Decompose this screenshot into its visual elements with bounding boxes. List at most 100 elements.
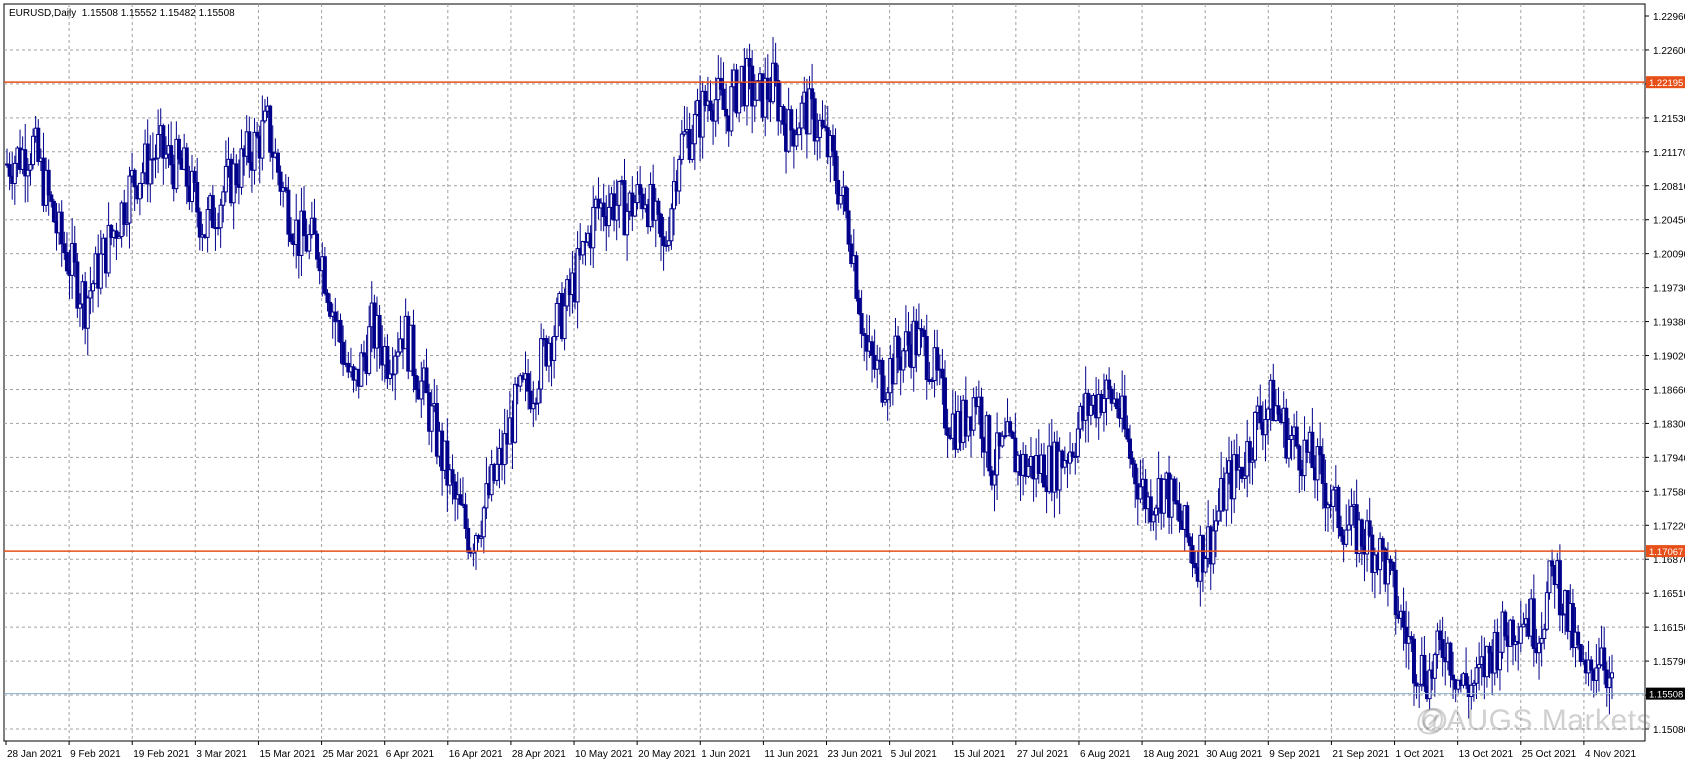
candle-body — [90, 283, 95, 292]
candle-body — [536, 388, 541, 404]
candle — [7, 152, 12, 191]
candle-body — [85, 297, 90, 329]
candle — [367, 305, 372, 376]
candle-body — [49, 194, 54, 202]
candle-body — [750, 65, 755, 107]
candle — [1570, 588, 1575, 658]
candle-body — [1550, 560, 1555, 567]
candle — [1469, 669, 1474, 710]
candle-body — [1253, 411, 1258, 461]
candle — [1451, 651, 1456, 700]
candle-body — [836, 179, 841, 205]
candle-body — [1133, 463, 1138, 485]
candle — [1010, 430, 1015, 440]
candle-body — [140, 172, 145, 184]
candle — [679, 119, 684, 165]
y-tick-label: 1.17580 — [1653, 487, 1685, 498]
candle-body — [221, 191, 226, 206]
candle — [539, 323, 544, 404]
candle — [1393, 549, 1398, 635]
candle — [484, 457, 489, 519]
candle — [713, 77, 718, 137]
candle-body — [1610, 672, 1614, 679]
candle — [195, 157, 200, 228]
y-tick-label: 1.17220 — [1653, 521, 1685, 532]
candle — [341, 325, 346, 377]
candle-body — [843, 186, 848, 212]
candle — [724, 83, 729, 135]
watermark-logo-icon — [1421, 707, 1447, 733]
candle — [995, 412, 1000, 501]
candle-body — [638, 184, 643, 195]
candle-body — [703, 90, 708, 106]
x-tick-label: 10 May 2021 — [575, 749, 633, 760]
candle — [1557, 544, 1562, 632]
candle — [1318, 422, 1323, 475]
candle-body — [690, 143, 695, 160]
candle-body — [1310, 431, 1315, 468]
candle — [1315, 438, 1320, 501]
candle — [1088, 394, 1093, 426]
candle — [463, 492, 468, 539]
candle-body — [765, 77, 770, 100]
sr-price-tag — [1646, 545, 1685, 558]
sr-price-label: 1.17067 — [1649, 547, 1683, 558]
candle — [1404, 601, 1409, 668]
candle-body — [1297, 445, 1302, 471]
candle — [971, 387, 976, 436]
candle — [1448, 641, 1453, 688]
candle-body — [906, 331, 911, 346]
candle — [661, 216, 666, 271]
candle — [192, 166, 197, 192]
candle — [820, 100, 825, 130]
candle-body — [328, 301, 333, 317]
candle — [979, 387, 984, 458]
x-tick-label: 5 Jul 2021 — [891, 749, 938, 760]
candle-body — [1440, 639, 1445, 658]
candle-body — [1242, 475, 1247, 479]
candle-body — [12, 162, 17, 184]
candle — [765, 54, 770, 120]
candle-body — [1114, 398, 1119, 410]
candle-body — [174, 138, 179, 190]
candle — [1531, 574, 1536, 667]
candle — [1203, 555, 1208, 574]
candle-body — [411, 324, 416, 377]
x-tick-label: 9 Feb 2021 — [70, 749, 121, 760]
candle-body — [752, 99, 757, 107]
candle — [1427, 653, 1432, 710]
current-price-tag — [1646, 687, 1685, 700]
x-tick-label: 1 Jun 2021 — [701, 749, 751, 760]
candle — [59, 200, 64, 267]
candle-body — [1026, 465, 1031, 477]
candle — [846, 187, 851, 252]
y-tick-label: 1.20450 — [1653, 216, 1685, 227]
candle-body — [987, 415, 992, 472]
candle — [1068, 432, 1073, 475]
candle — [210, 184, 215, 229]
candle-body — [1411, 638, 1416, 684]
candle — [935, 329, 940, 386]
candle-body — [307, 234, 312, 252]
y-tick-label: 1.16150 — [1653, 623, 1685, 634]
candle-body — [518, 375, 523, 387]
candle — [434, 385, 439, 465]
candle — [1432, 652, 1437, 697]
candle-body — [1477, 663, 1482, 669]
candle — [494, 446, 499, 486]
candle — [1464, 647, 1469, 690]
candle-body — [132, 169, 137, 188]
candle-body — [1203, 558, 1208, 573]
candle — [906, 312, 911, 367]
candle — [625, 203, 630, 261]
candle — [411, 309, 416, 393]
candle-body — [479, 536, 484, 539]
candle — [1497, 651, 1502, 691]
candle-body — [1216, 510, 1221, 522]
candle — [1216, 488, 1221, 526]
candle-body — [283, 187, 288, 191]
candle — [1211, 509, 1216, 574]
candle — [205, 197, 210, 253]
